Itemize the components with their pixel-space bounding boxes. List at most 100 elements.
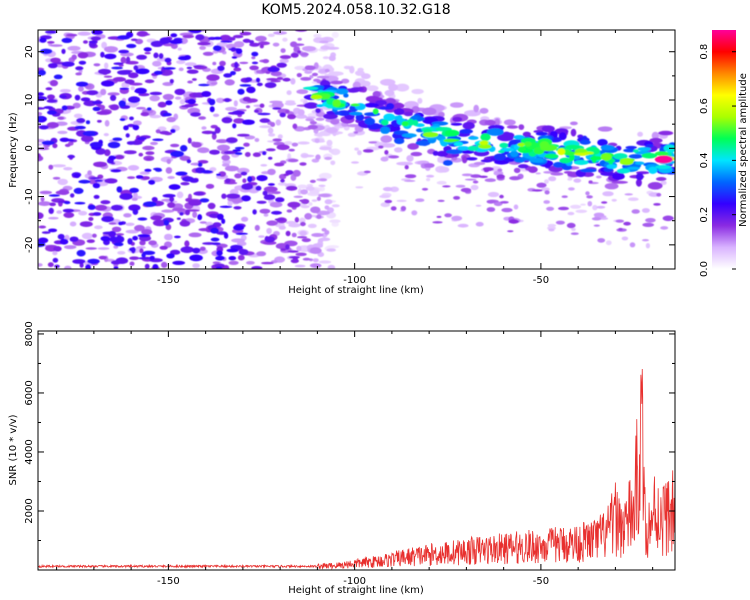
heatmap-cell — [162, 67, 176, 70]
heatmap-cell — [206, 74, 220, 81]
heatmap-cell — [505, 132, 515, 140]
heatmap-cell — [354, 147, 359, 151]
heatmap-cell — [63, 245, 77, 250]
heatmap-cell — [234, 146, 245, 150]
heatmap-cell — [486, 128, 504, 136]
heatmap-cell — [163, 219, 170, 226]
heatmap-cell — [178, 55, 190, 61]
heatmap-cell — [195, 34, 205, 41]
heatmap-cell — [170, 128, 176, 133]
heatmap-cell — [80, 97, 91, 102]
heatmap-cell — [660, 180, 667, 185]
heatmap-cell — [327, 264, 336, 269]
heatmap-cell — [275, 243, 288, 250]
heatmap-cell — [300, 189, 308, 195]
heatmap-cell — [61, 61, 75, 67]
heatmap-cell — [444, 129, 460, 137]
heatmap-cell — [226, 193, 241, 199]
heatmap-cell — [216, 97, 225, 104]
heatmap-cell — [107, 92, 120, 96]
heatmap-cell — [297, 141, 310, 145]
heatmap-cell — [366, 85, 379, 92]
heatmap-cell — [49, 202, 56, 207]
heatmap-cell — [315, 154, 321, 160]
heatmap-cell — [69, 236, 79, 242]
heatmap-cell — [232, 149, 242, 152]
heatmap-cell — [94, 204, 108, 211]
heatmap-cell — [324, 199, 333, 205]
heatmap-cell — [566, 222, 576, 229]
heatmap-cell — [77, 52, 89, 59]
heatmap-cell — [294, 264, 306, 268]
heatmap-cell — [199, 246, 206, 251]
heatmap-cell — [201, 91, 212, 97]
heatmap-cell — [241, 195, 251, 202]
heatmap-cell — [270, 80, 281, 83]
heatmap-cell — [302, 257, 311, 261]
heatmap-cell — [349, 65, 355, 74]
heatmap-cell — [403, 111, 413, 117]
heatmap-cell — [501, 207, 513, 213]
heatmap-cell — [589, 156, 603, 161]
heatmap-cell — [132, 235, 139, 241]
heatmap-cell — [570, 128, 577, 137]
heatmap-cell — [130, 86, 135, 91]
heatmap-cell — [259, 125, 272, 129]
heatmap-cell — [324, 68, 330, 73]
heatmap-cell — [146, 157, 152, 161]
x-tick-label: -100 — [343, 275, 366, 286]
heatmap-cell — [468, 136, 479, 140]
heatmap-cell — [88, 217, 94, 221]
heatmap-cell — [266, 78, 279, 81]
heatmap-cell — [381, 119, 389, 126]
heatmap-cell — [275, 197, 285, 203]
heatmap-cell — [404, 165, 409, 170]
heatmap-cell — [575, 209, 588, 213]
heatmap-cell — [61, 48, 66, 55]
heatmap-cell — [213, 45, 222, 52]
heatmap-cell — [136, 54, 148, 60]
heatmap-cell — [211, 133, 217, 140]
heatmap-cell — [424, 163, 435, 168]
heatmap-cell — [39, 37, 47, 43]
heatmap-cell — [473, 161, 486, 166]
heatmap-cell — [139, 171, 150, 175]
heatmap-cell — [97, 247, 110, 250]
heatmap-cell — [518, 164, 529, 169]
heatmap-cell — [498, 150, 505, 154]
heatmap-cell — [94, 225, 103, 230]
heatmap-cell — [591, 217, 602, 221]
heatmap-cell — [451, 215, 463, 221]
heatmap-cell — [529, 157, 544, 163]
heatmap-cell — [304, 65, 316, 71]
heatmap-cell — [100, 235, 111, 242]
heatmap-cell — [539, 141, 550, 149]
heatmap-cell — [299, 162, 307, 166]
heatmap-cell — [231, 238, 246, 243]
heatmap-cell — [205, 183, 215, 189]
heatmap-cell — [242, 96, 251, 102]
heatmap-cell — [382, 187, 393, 192]
heatmap-cell — [388, 83, 399, 91]
heatmap-cell — [233, 224, 245, 231]
heatmap-cell — [176, 217, 181, 220]
heatmap-cell — [363, 170, 371, 174]
heatmap-cell — [486, 207, 496, 212]
heatmap-cell — [503, 119, 516, 126]
heatmap-cell — [616, 168, 631, 174]
heatmap-cell — [132, 124, 140, 131]
heatmap-cell — [197, 162, 203, 167]
heatmap-cell — [66, 33, 78, 37]
heatmap-cell — [50, 44, 63, 47]
heatmap-cell — [426, 174, 435, 178]
heatmap-cell — [604, 183, 619, 190]
heatmap-cell — [412, 115, 418, 122]
heatmap-cell — [166, 158, 171, 164]
heatmap-cell — [148, 179, 156, 185]
heatmap-cell — [94, 179, 104, 183]
heatmap-cell — [258, 235, 265, 238]
heatmap-cell — [247, 176, 253, 183]
heatmap-cell — [649, 137, 663, 144]
heatmap-cell — [126, 43, 137, 49]
heatmap-cell — [83, 40, 88, 44]
